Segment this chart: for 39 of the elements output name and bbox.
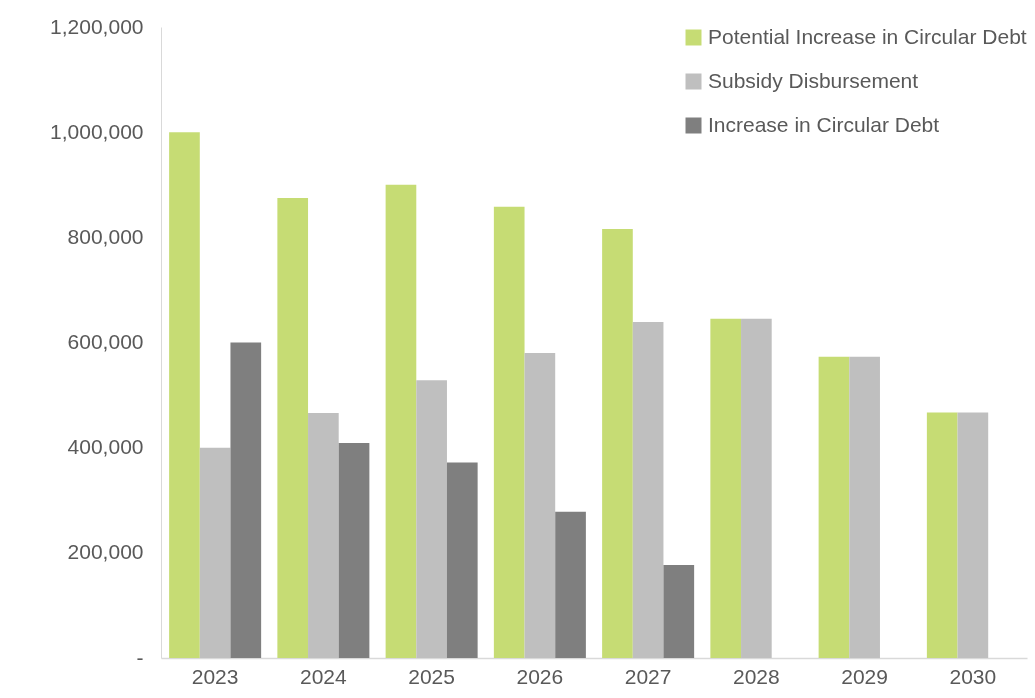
legend-label: Increase in Circular Debt xyxy=(708,112,940,136)
y-tick-label: 400,000 xyxy=(67,435,144,459)
bar xyxy=(416,380,447,658)
bar xyxy=(741,318,772,658)
bar xyxy=(308,412,339,658)
x-tick-label: 2028 xyxy=(733,664,780,688)
legend-label: Subsidy Disbursement xyxy=(708,68,919,92)
bar xyxy=(199,447,231,658)
x-tick-label: 2026 xyxy=(516,664,564,688)
bar xyxy=(230,342,262,658)
x-tick-label: 2029 xyxy=(841,664,888,688)
y-tick-label: 800,000 xyxy=(67,224,144,248)
bar xyxy=(446,462,478,658)
bar xyxy=(632,321,664,658)
bar xyxy=(663,564,695,658)
bar xyxy=(524,353,556,658)
y-tick-label: 1,000,000 xyxy=(50,119,144,143)
x-tick-label: 2030 xyxy=(949,664,997,688)
x-tick-label: 2023 xyxy=(191,664,239,688)
x-tick-label: 2025 xyxy=(408,664,455,688)
x-tick-label: 2027 xyxy=(624,664,672,688)
bar xyxy=(926,412,958,658)
bar xyxy=(277,197,309,658)
y-tick-label: 200,000 xyxy=(67,540,144,564)
y-tick-label: - xyxy=(136,645,144,669)
legend-label: Potential Increase in Circular Debt xyxy=(708,24,1027,48)
y-tick-label: 1,200,000 xyxy=(50,14,144,38)
bar xyxy=(849,356,880,658)
bar xyxy=(555,511,586,658)
bar xyxy=(169,132,200,658)
y-tick-label: 600,000 xyxy=(67,330,144,353)
bar xyxy=(385,184,417,658)
x-tick-label: 2024 xyxy=(300,664,348,688)
bar xyxy=(818,356,850,658)
bar xyxy=(338,442,370,658)
bar xyxy=(602,228,633,658)
bar xyxy=(710,318,742,658)
bar xyxy=(493,206,525,658)
bar xyxy=(957,412,989,658)
